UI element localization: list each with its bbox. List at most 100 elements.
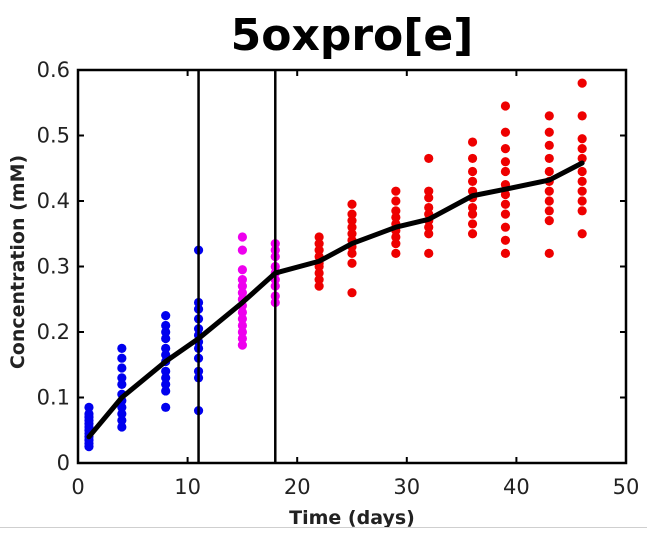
phase2-data-point [237, 327, 247, 337]
phase3-data-point [314, 238, 324, 249]
phase3-data-point [314, 232, 324, 242]
phase3-data-point [424, 186, 434, 196]
phase3-data-point [347, 199, 357, 209]
phase1-data-point [161, 379, 171, 389]
phase3-data-point [500, 209, 511, 219]
phase3-data-point [500, 248, 511, 258]
phase1-data-point [161, 373, 171, 383]
phase3-data-point [544, 196, 554, 206]
y-tick-label: 0.5 [37, 124, 70, 148]
phase3-data-point [424, 229, 434, 239]
phase3-data-point [347, 216, 357, 226]
phase3-data-point [424, 193, 434, 203]
phase3-data-point [424, 222, 434, 232]
phase3-data-point [577, 166, 587, 177]
plot-area: 0 10 20 30 40 50 0 0.1 0.2 0.3 0.4 0.5 0.6 [37, 58, 640, 499]
phase3-data-point [500, 166, 511, 177]
phase3-data-point [314, 268, 324, 278]
phase2-data-point [237, 320, 247, 331]
y-tick-label: 0.6 [37, 58, 70, 82]
phase3-data-point [577, 144, 587, 154]
phase3-data-point [314, 275, 324, 285]
phase1-data-point [117, 402, 127, 412]
phase3-data-point [467, 209, 478, 219]
phase2-data-point [237, 275, 247, 285]
phase1-data-point [161, 320, 171, 331]
phase3-data-point [544, 186, 554, 196]
phase3-data-point [577, 206, 587, 216]
phase3-data-point [467, 229, 478, 239]
phase3-data-point [544, 111, 554, 121]
phase3-data-point [500, 199, 511, 209]
phase2-data-point [237, 288, 247, 298]
phase1-data-point [84, 442, 94, 452]
phase3-data-point [347, 288, 357, 298]
x-tick-label: 40 [503, 475, 530, 499]
phase3-data-point [424, 153, 434, 164]
phase3-data-point [391, 238, 401, 249]
phase1-data-point [117, 409, 127, 419]
phase1-data-point [117, 363, 127, 373]
phase2-data-point [237, 340, 247, 350]
phase1-data-point [117, 353, 127, 363]
phase3-data-point [577, 176, 587, 186]
y-tick-label: 0 [57, 451, 70, 475]
phase3-data-point [544, 127, 554, 137]
phase3-data-point [500, 144, 511, 154]
phase3-data-point [347, 209, 357, 219]
phase1-data-point [161, 311, 171, 321]
phase3-data-point [577, 186, 587, 196]
phase1-data-point [117, 343, 127, 353]
chart-title: 5oxpro[e] [231, 10, 474, 61]
x-tick-label: 0 [71, 475, 84, 499]
phase3-data-point [467, 176, 478, 186]
phase2-data-point [237, 265, 247, 275]
y-tick-label: 0.4 [37, 189, 70, 213]
y-tick-label: 0.1 [37, 386, 70, 410]
phase3-data-point [467, 137, 478, 147]
phase1-data-point [84, 402, 94, 412]
phase1-data-point [161, 343, 171, 353]
phase3-data-point [577, 134, 587, 144]
phase2-data-point [237, 307, 247, 317]
phase2-data-point [237, 333, 247, 344]
y-tick-label: 0.3 [37, 255, 70, 279]
phase1-data-point [117, 379, 127, 389]
y-tick-label: 0.2 [37, 320, 70, 344]
phase1-data-point [161, 327, 171, 337]
phase3-data-point [544, 166, 554, 177]
phase1-data-point [161, 366, 171, 376]
x-tick-label: 20 [284, 475, 311, 499]
phase2-data-point [237, 281, 247, 291]
phase3-data-point [577, 229, 587, 239]
y-axis-label: Concentration (mM) [7, 155, 29, 369]
phase1-data-point [117, 422, 127, 432]
phase1-data-point [161, 402, 171, 412]
phase3-data-point [467, 219, 478, 229]
phase3-data-point [424, 248, 434, 258]
phase3-data-point [500, 157, 511, 167]
phase3-data-point [347, 229, 357, 239]
phase2-data-point [237, 232, 247, 242]
phase3-data-point [467, 153, 478, 164]
phase3-data-point [391, 206, 401, 216]
phase3-data-point [467, 166, 478, 177]
phase3-data-point [544, 248, 554, 258]
phase3-data-point [500, 235, 511, 245]
phase3-data-point [467, 202, 478, 213]
phase1-data-point [117, 415, 127, 426]
phase3-data-point [500, 127, 511, 137]
x-tick-label: 50 [613, 475, 640, 499]
phase3-data-point [347, 222, 357, 232]
x-axis-label: Time (days) [289, 507, 415, 529]
phase3-data-point [347, 258, 357, 268]
phase3-data-point [577, 78, 587, 88]
mean-series-line [86, 160, 585, 440]
phase3-data-point [391, 248, 401, 258]
phase3-data-point [391, 196, 401, 206]
x-tick-label: 30 [393, 475, 420, 499]
phase3-data-point [391, 232, 401, 242]
phase3-data-point [314, 281, 324, 291]
phase3-data-point [391, 212, 401, 222]
